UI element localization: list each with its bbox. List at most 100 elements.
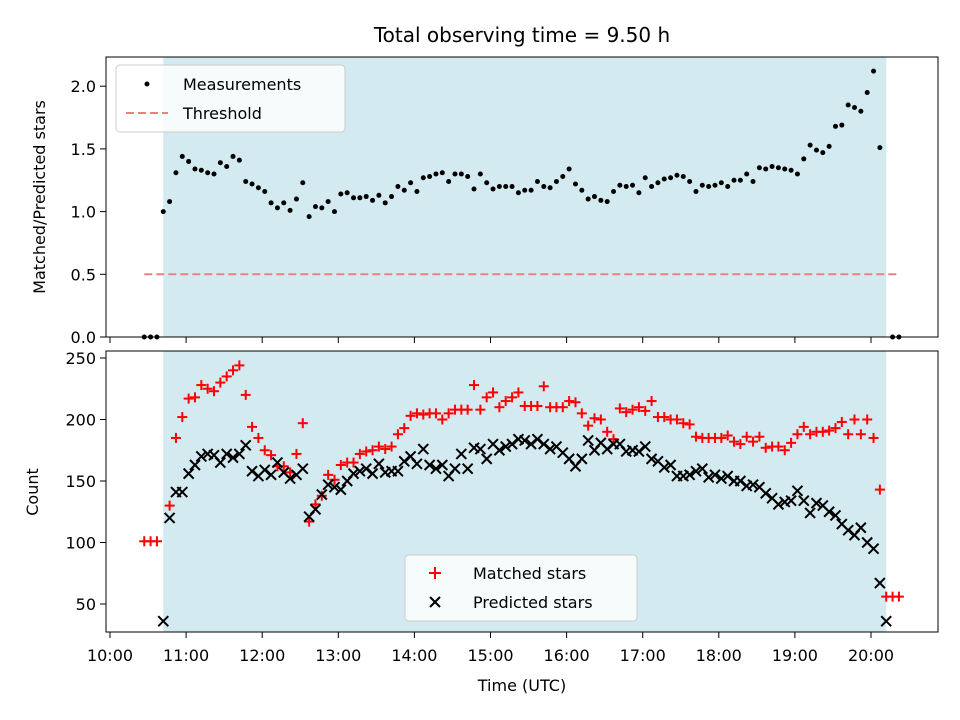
measurement-point (687, 179, 693, 185)
matched-star-point (361, 446, 372, 457)
predicted-star-point (354, 465, 366, 477)
predicted-star-point (316, 488, 328, 501)
matched-star-point (564, 396, 575, 407)
measurement-point (725, 184, 731, 190)
predicted-star-point (182, 467, 195, 480)
matched-star-point (240, 389, 251, 400)
measurement-point (230, 153, 236, 159)
matched-star-point (855, 429, 866, 440)
matched-star-point (595, 414, 606, 425)
measurement-point (782, 166, 788, 172)
predicted-star-point (867, 542, 880, 555)
matched-star-point (690, 431, 701, 442)
predicted-star-point (582, 434, 594, 447)
measurement-point (585, 196, 591, 202)
top-ytick-label: 1.5 (71, 140, 96, 159)
measurement-point (465, 173, 471, 179)
matched-star-point (367, 445, 378, 456)
matched-star-point (557, 402, 568, 413)
measurement-point (319, 205, 325, 211)
predicted-star-point (240, 439, 252, 452)
matched-star-point (798, 421, 809, 432)
measurement-point (636, 190, 642, 196)
measurement-point (503, 184, 509, 190)
measurement-point (287, 207, 293, 213)
measurement-point (198, 167, 204, 173)
predicted-star-point (804, 507, 816, 519)
matched-star-point (494, 402, 505, 413)
predicted-star-point (506, 438, 518, 450)
matched-star-point (754, 431, 765, 442)
matched-star-point (760, 442, 771, 453)
measurement-point (807, 142, 813, 148)
top-ytick-label: 2.0 (71, 77, 96, 96)
predicted-star-point (271, 456, 284, 469)
top-ytick-label: 0.0 (71, 328, 96, 347)
bottom-ytick-label: 100 (65, 534, 96, 553)
bottom-axes: 50 100 150 200 250 10:00 11:00 12:00 13:00 14:00 1… (65, 349, 894, 665)
matched-star-point (849, 414, 860, 425)
measurement-point (852, 105, 858, 111)
matched-star-point (386, 441, 397, 452)
predicted-star-point (322, 478, 334, 491)
measurement-point (262, 189, 268, 195)
predicted-star-point (423, 459, 436, 471)
measurement-point (344, 190, 350, 196)
bottom-xtick-label: 16:00 (544, 646, 590, 665)
measurement-point (674, 172, 680, 178)
legend-marker-measurements (144, 81, 150, 87)
measurement-point (750, 179, 756, 185)
measurement-point (813, 147, 819, 153)
measurement-point (160, 209, 166, 215)
predicted-star-point (538, 438, 550, 450)
measurement-point (338, 191, 344, 197)
top-axes: 0.0 0.5 1.0 1.5 2.0 (71, 77, 872, 347)
measurement-point (471, 186, 477, 192)
matched-star-point (633, 402, 644, 413)
measurement-point (186, 158, 192, 164)
measurement-point (744, 171, 750, 177)
measurement-point (604, 199, 610, 205)
predicted-star-point (658, 461, 670, 474)
matched-star-point (589, 413, 600, 424)
predicted-star-point (335, 483, 347, 496)
measurement-point (566, 166, 572, 172)
measurement-point (281, 200, 287, 206)
measurement-point (699, 182, 705, 188)
matched-star-point (392, 429, 403, 440)
matched-star-point (164, 500, 175, 511)
matched-star-point (646, 396, 657, 407)
matched-star-point (405, 410, 416, 421)
measurement-point (420, 175, 426, 181)
predicted-star-point (233, 448, 246, 460)
predicted-star-point (328, 481, 341, 493)
measurement-point (243, 179, 249, 185)
measurement-point (680, 173, 686, 179)
measurement-point (515, 190, 521, 196)
predicted-star-point (810, 497, 823, 509)
measurement-point (877, 145, 883, 151)
measurement-point (832, 123, 838, 129)
measurement-point (173, 170, 179, 176)
predicted-star-point (284, 472, 296, 485)
matched-star-point (399, 423, 410, 434)
bottom-xtick-label: 18:00 (696, 646, 742, 665)
measurement-point (274, 205, 280, 211)
measurement-point (655, 180, 661, 186)
predicted-star-point (734, 475, 747, 487)
legend-marker-predicted-stars (429, 596, 441, 608)
measurement-point (414, 189, 420, 195)
measurement-point (306, 214, 312, 220)
measurement-point (211, 171, 217, 177)
top-panel: 0.00.51.01.52.0 Matched/Predicted stars … (30, 56, 939, 347)
matched-star-point (354, 448, 365, 459)
legend-label-threshold: Threshold (182, 104, 262, 123)
predicted-star-point (176, 486, 189, 498)
predicted-star-point (392, 465, 404, 477)
matched-star-point (507, 392, 518, 403)
measurement-point (794, 171, 800, 177)
measurement-point (871, 68, 877, 74)
bottom-ytick-label: 250 (65, 349, 96, 368)
matched-star-point (170, 432, 181, 443)
matched-star-point (215, 377, 226, 388)
